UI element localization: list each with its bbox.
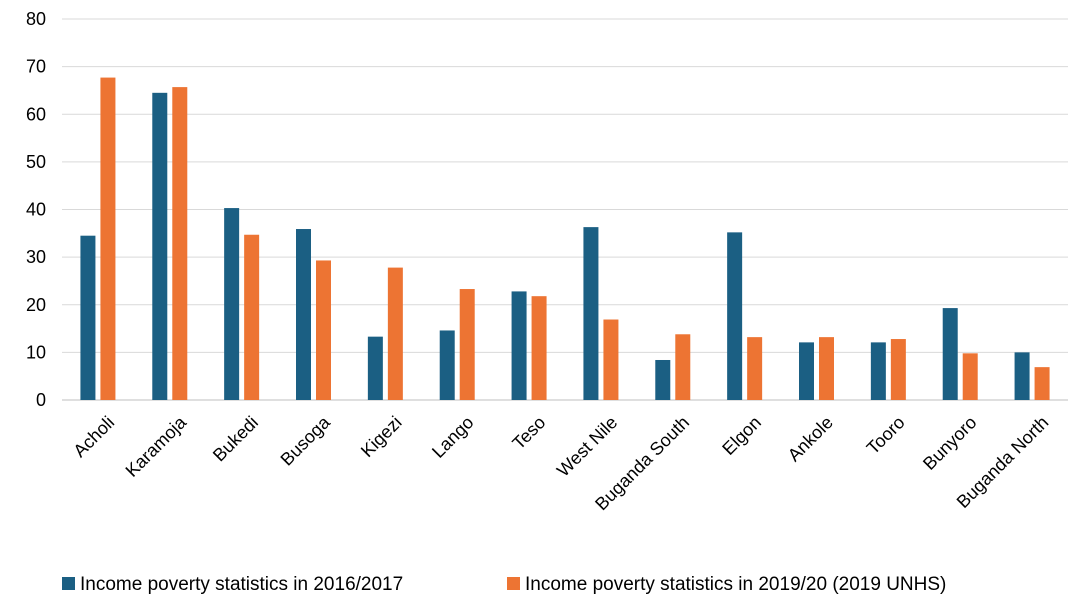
bar-series-2-teso <box>531 296 547 400</box>
x-tick-label: Kigezi <box>357 412 406 461</box>
bar-series-2-buganda-north <box>1034 367 1050 400</box>
y-tick-label: 70 <box>26 57 46 77</box>
bar-series-2-buganda-south <box>675 334 691 400</box>
y-tick-label: 0 <box>36 390 46 410</box>
bar-series-1-elgon <box>727 232 743 400</box>
bar-series-1-busoga <box>296 229 311 400</box>
bar-series-2-bukedi <box>244 234 260 400</box>
y-tick-label: 40 <box>26 200 46 220</box>
bar-series-2-tooro <box>890 339 906 400</box>
x-tick-label: Ankole <box>784 412 837 465</box>
x-tick-label: Elgon <box>718 412 765 459</box>
bar-series-2-lango <box>459 289 475 400</box>
bar-series-1-acholi <box>80 235 96 400</box>
legend-swatch-series-2 <box>507 577 520 590</box>
bar-series-1-kigezi <box>367 336 383 400</box>
gridlines <box>62 18 1068 401</box>
bar-series-1-bunyoro <box>942 308 958 400</box>
x-tick-label: Busoga <box>277 412 335 470</box>
bar-series-1-west-nile <box>583 227 599 400</box>
x-axis-ticks: Acholi Karamoja Bukedi Busoga Kigezi Lango Tes… <box>69 412 1052 515</box>
x-tick-label: Tooro <box>863 412 909 458</box>
x-tick-label: Acholi <box>69 412 118 461</box>
bar-series-1-lango <box>439 330 455 400</box>
y-tick-label: 30 <box>26 247 46 267</box>
x-tick-label: Lango <box>428 412 478 462</box>
y-tick-label: 10 <box>26 342 46 362</box>
y-tick-label: 50 <box>26 152 46 172</box>
y-tick-label: 80 <box>26 9 46 29</box>
legend: Income poverty statistics in 2016/2017 I… <box>62 574 946 595</box>
bar-series-1-ankole <box>799 342 814 400</box>
bar-series-1-buganda-north <box>1014 352 1030 400</box>
x-tick-label: Karamoja <box>122 412 191 481</box>
bar-series-2-acholi <box>100 77 116 401</box>
x-tick-label: Teso <box>508 412 549 453</box>
bar-series-2-bunyoro <box>962 353 978 400</box>
bar-series-1-buganda-south <box>655 359 671 400</box>
bar-series-2-ankole <box>819 337 834 400</box>
x-tick-label: Bunyoro <box>919 412 981 474</box>
bar-series-1-bukedi <box>224 208 240 400</box>
x-tick-label: West Nile <box>553 412 621 480</box>
y-tick-label: 20 <box>26 295 46 315</box>
bar-series-1-tooro <box>870 342 886 400</box>
x-tick-label: Bukedi <box>209 412 262 465</box>
y-tick-label: 60 <box>26 104 46 124</box>
bar-series-2-karamoja <box>172 87 188 400</box>
bar-series-2-west-nile <box>603 319 619 400</box>
legend-swatch-series-1 <box>62 577 75 590</box>
bars <box>80 77 1050 401</box>
legend-label-series-2: Income poverty statistics in 2019/20 (20… <box>525 574 946 595</box>
legend-label-series-1: Income poverty statistics in 2016/2017 <box>80 574 403 595</box>
bar-series-1-teso <box>511 291 527 400</box>
bar-series-2-elgon <box>747 337 763 400</box>
bar-series-2-busoga <box>316 260 331 400</box>
bar-series-1-karamoja <box>152 92 168 400</box>
y-axis-ticks: 0 10 20 30 40 50 60 70 80 <box>26 9 46 410</box>
bar-series-2-kigezi <box>387 267 403 400</box>
